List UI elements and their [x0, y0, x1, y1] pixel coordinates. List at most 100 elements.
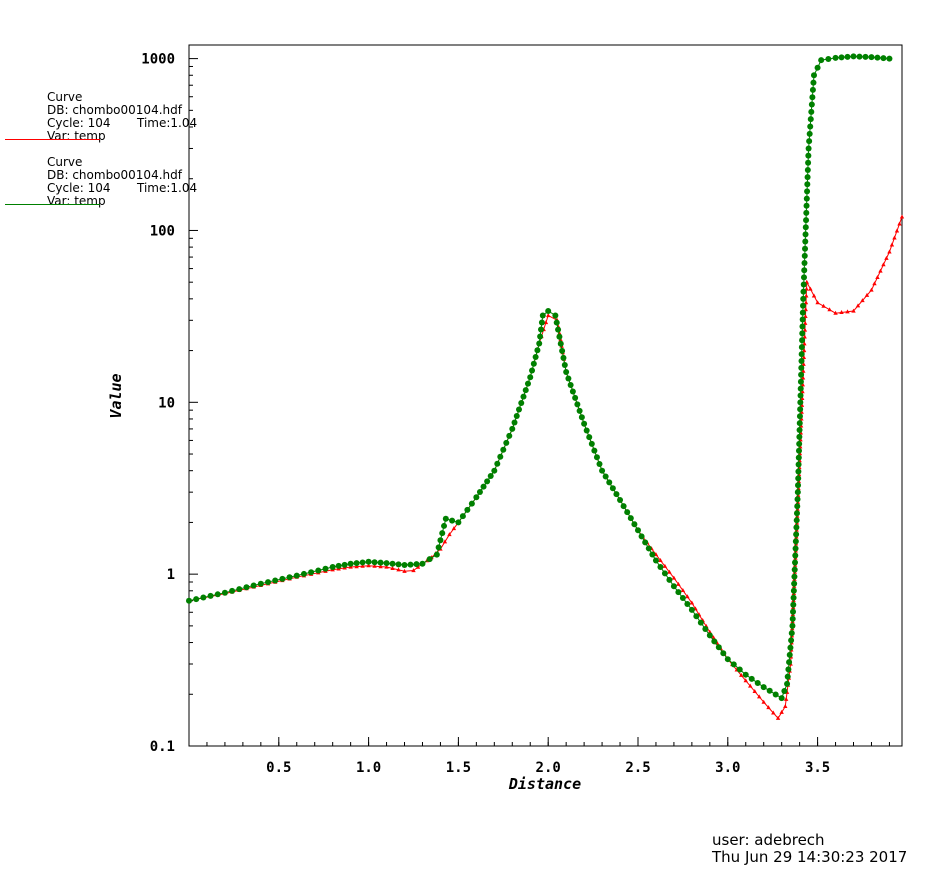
data-point [679, 595, 686, 602]
x-tick-label: 3.5 [805, 760, 830, 776]
data-point [803, 209, 810, 216]
data-point [766, 687, 773, 694]
data-point [662, 563, 668, 568]
data-point [800, 389, 805, 394]
data-point [353, 560, 360, 567]
series-red [186, 214, 905, 720]
legend-cycle: Cycle: 104 [47, 181, 111, 195]
data-point [766, 705, 771, 710]
data-point [808, 101, 815, 108]
data-point [599, 467, 606, 474]
data-point [378, 564, 383, 569]
data-point [384, 564, 389, 569]
data-point [685, 594, 690, 599]
data-point [779, 709, 784, 714]
data-point [868, 54, 875, 61]
data-point [407, 561, 414, 568]
data-point [864, 292, 870, 297]
data-point [553, 319, 560, 326]
data-point [791, 559, 798, 566]
data-point [783, 696, 789, 701]
y-axis-title: Value [107, 373, 125, 418]
data-point [468, 500, 475, 507]
data-point [503, 439, 510, 446]
data-point [803, 307, 808, 312]
data-point [520, 393, 527, 400]
series-green [186, 53, 893, 702]
data-point [552, 312, 559, 319]
data-point [617, 497, 624, 504]
data-point [229, 587, 236, 594]
data-point [265, 579, 272, 586]
data-point [602, 473, 609, 480]
data-point [800, 288, 807, 295]
data-point [207, 592, 214, 599]
data-point [802, 245, 809, 252]
data-point [383, 560, 390, 567]
data-point [798, 344, 805, 351]
x-tick-label: 1.0 [356, 760, 381, 776]
data-point [557, 340, 564, 347]
y-tick-label: 10 [158, 395, 175, 411]
data-point [790, 587, 797, 594]
data-point [880, 55, 887, 62]
data-point [395, 561, 402, 568]
data-point [661, 570, 668, 577]
data-point [792, 538, 799, 545]
data-point [561, 361, 568, 368]
data-point [743, 678, 748, 683]
data-point [537, 333, 544, 340]
data-point [360, 563, 365, 568]
data-point [459, 513, 466, 520]
data-point [606, 479, 613, 486]
data-point [771, 710, 776, 715]
data-point [279, 575, 286, 582]
data-point [675, 589, 682, 596]
data-point [860, 298, 865, 303]
y-tick-label: 1000 [141, 52, 175, 68]
data-point [538, 326, 545, 333]
data-point [588, 440, 595, 447]
data-point [800, 375, 806, 380]
data-point [464, 506, 471, 513]
data-point [724, 656, 731, 663]
data-point [800, 382, 805, 387]
data-point [752, 688, 757, 693]
data-point [804, 166, 811, 173]
data-point [796, 440, 803, 447]
data-point [711, 638, 718, 645]
data-point [889, 242, 895, 247]
data-point [341, 561, 348, 568]
data-point [435, 544, 442, 551]
data-point [511, 419, 518, 426]
data-point [578, 414, 585, 421]
data-point [794, 489, 801, 496]
legend-swatch-green [5, 204, 100, 205]
data-point [506, 432, 513, 439]
data-point [560, 354, 567, 361]
data-point [451, 526, 457, 531]
data-point [657, 563, 664, 570]
data-point [236, 586, 243, 593]
data-point [790, 601, 797, 608]
x-axis: 0.5 1.0 1.5 2.0 2.5 3.0 3.5 [266, 737, 830, 776]
data-point [805, 159, 812, 166]
data-point [803, 217, 810, 224]
data-point [354, 564, 359, 569]
footer-user: user: adebrech [712, 831, 825, 849]
data-point [447, 532, 452, 537]
data-point [799, 309, 806, 316]
data-point [742, 671, 749, 678]
data-point [572, 394, 579, 401]
data-point [810, 72, 817, 79]
data-point [627, 515, 634, 522]
data-point [797, 406, 804, 413]
data-point [569, 388, 576, 395]
data-point [574, 401, 581, 408]
data-point [806, 130, 813, 137]
data-point [802, 341, 807, 346]
data-point [649, 551, 656, 558]
data-point [845, 309, 850, 314]
data-point [557, 330, 562, 335]
data-point [680, 588, 686, 593]
